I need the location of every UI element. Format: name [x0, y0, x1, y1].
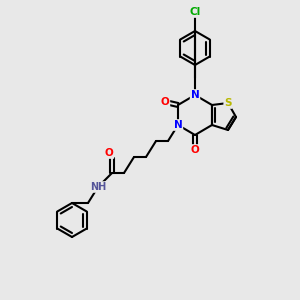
- Text: O: O: [160, 97, 169, 107]
- Text: S: S: [224, 98, 232, 108]
- Text: O: O: [105, 148, 113, 158]
- Text: Cl: Cl: [189, 7, 201, 17]
- Text: N: N: [174, 120, 182, 130]
- Text: O: O: [190, 145, 200, 155]
- Text: N: N: [190, 90, 200, 100]
- Text: NH: NH: [90, 182, 106, 192]
